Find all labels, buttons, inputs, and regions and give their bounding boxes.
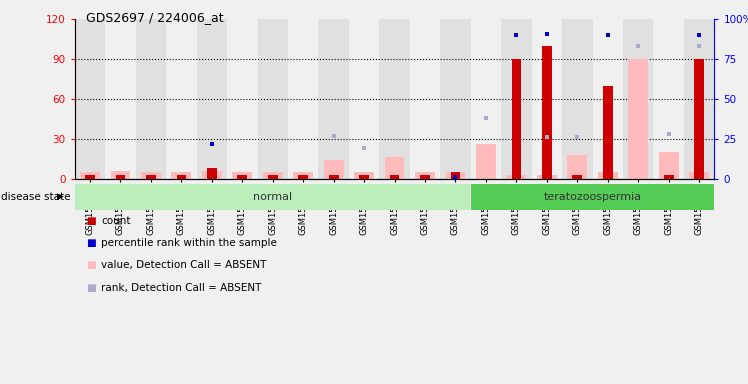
Text: value, Detection Call = ABSENT: value, Detection Call = ABSENT	[101, 260, 266, 270]
Bar	[568, 155, 587, 179]
Text: normal: normal	[253, 192, 292, 202]
Bar	[471, 184, 714, 210]
Text: percentile rank within the sample: percentile rank within the sample	[101, 238, 277, 248]
Bar	[506, 175, 527, 179]
Bar	[268, 175, 278, 179]
Text: ■: ■	[86, 283, 96, 293]
Bar	[384, 157, 405, 179]
Bar	[141, 172, 161, 179]
Bar	[76, 184, 470, 210]
Bar	[420, 175, 430, 179]
Bar	[257, 19, 288, 179]
Bar	[441, 19, 470, 179]
Text: ■: ■	[86, 216, 96, 226]
Bar	[562, 19, 592, 179]
Bar	[470, 19, 501, 179]
Bar	[532, 19, 562, 179]
Bar	[379, 19, 410, 179]
Bar	[177, 175, 186, 179]
Bar	[111, 170, 130, 179]
Bar	[390, 175, 399, 179]
Bar	[105, 19, 135, 179]
Bar	[202, 170, 221, 179]
Text: ■: ■	[86, 238, 96, 248]
Bar	[476, 144, 496, 179]
Bar	[410, 19, 441, 179]
Text: disease state: disease state	[1, 192, 70, 202]
Bar	[572, 175, 582, 179]
Bar	[135, 19, 166, 179]
Bar	[116, 175, 126, 179]
Text: ▶: ▶	[57, 192, 64, 201]
Bar	[450, 172, 460, 179]
Bar	[171, 172, 191, 179]
Bar	[146, 175, 156, 179]
Bar	[446, 172, 465, 179]
Bar	[80, 172, 100, 179]
Bar	[75, 19, 105, 179]
Bar	[288, 19, 319, 179]
Text: count: count	[101, 216, 130, 226]
Bar	[628, 59, 648, 179]
Bar	[197, 19, 227, 179]
Bar	[663, 175, 673, 179]
Bar	[654, 19, 684, 179]
Bar	[319, 19, 349, 179]
Bar	[207, 168, 217, 179]
Bar	[659, 152, 678, 179]
Bar	[263, 172, 283, 179]
Bar	[501, 19, 532, 179]
Bar	[233, 172, 252, 179]
Bar	[227, 19, 257, 179]
Bar	[298, 175, 308, 179]
Bar	[324, 160, 343, 179]
Bar	[415, 172, 435, 179]
Bar	[359, 175, 369, 179]
Bar	[293, 172, 313, 179]
Text: teratozoospermia: teratozoospermia	[544, 192, 642, 202]
Bar	[537, 175, 557, 179]
Bar	[237, 175, 247, 179]
Text: ■: ■	[86, 260, 96, 270]
Bar	[623, 19, 654, 179]
Bar	[598, 172, 618, 179]
Bar	[684, 19, 714, 179]
Bar	[689, 172, 709, 179]
Bar	[512, 59, 521, 179]
Bar	[592, 19, 623, 179]
Text: GDS2697 / 224006_at: GDS2697 / 224006_at	[86, 12, 224, 25]
Bar	[85, 175, 95, 179]
Bar	[694, 59, 704, 179]
Bar	[355, 172, 374, 179]
Bar	[542, 46, 552, 179]
Bar	[166, 19, 197, 179]
Bar	[329, 175, 339, 179]
Text: rank, Detection Call = ABSENT: rank, Detection Call = ABSENT	[101, 283, 261, 293]
Bar	[349, 19, 379, 179]
Bar	[603, 86, 613, 179]
